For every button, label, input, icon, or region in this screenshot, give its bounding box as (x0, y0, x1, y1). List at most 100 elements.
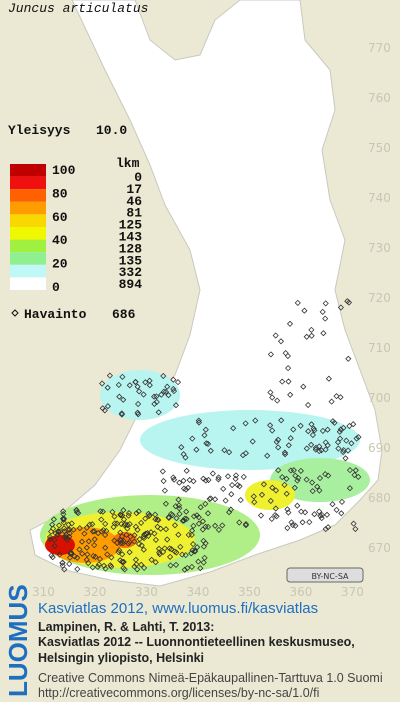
observation-dot (331, 419, 338, 426)
observation-dot (200, 559, 207, 566)
observation-dot (290, 426, 297, 433)
observation-dot (317, 512, 324, 519)
observation-dot (200, 537, 207, 544)
observation-dot (167, 553, 174, 560)
observation-dot (56, 551, 63, 558)
observation-dot (164, 536, 171, 543)
observation-dot (126, 382, 133, 389)
observation-dot (194, 544, 201, 551)
observation-dot (267, 389, 274, 396)
observation-dot (249, 438, 256, 445)
observation-dot (184, 565, 191, 572)
observation-dot (160, 388, 167, 395)
observation-dot (91, 542, 98, 549)
observation-dot (183, 508, 190, 515)
observation-dot (204, 510, 212, 517)
observation-dot (337, 304, 344, 311)
observation-dot (108, 554, 115, 561)
observation-dot (156, 549, 163, 556)
observation-dot (104, 551, 111, 558)
observation-dot (202, 426, 209, 433)
observation-dot (176, 505, 183, 512)
observation-dot (158, 391, 165, 398)
legend-scale-label: 100 (52, 163, 76, 178)
observation-dot (85, 538, 92, 545)
observation-dot (55, 528, 62, 535)
observation-dot (165, 392, 172, 399)
observation-dot (201, 432, 208, 439)
legend-count: 332 (119, 265, 143, 280)
observation-dot (60, 519, 67, 526)
observation-dot (345, 299, 353, 306)
observation-dot (202, 523, 209, 530)
observation-dot (275, 467, 282, 474)
observation-dot (180, 451, 187, 458)
observation-dot (155, 409, 162, 416)
observation-dot (170, 385, 177, 393)
observation-dot (68, 520, 75, 527)
observation-dot (258, 491, 266, 498)
observation-dot (340, 424, 347, 431)
observation-dot (323, 511, 331, 518)
observation-dot (170, 376, 177, 383)
observation-dot (219, 522, 226, 529)
observation-dot (281, 449, 288, 456)
legend-swatch (10, 176, 46, 190)
observation-dot (264, 452, 271, 459)
observation-dot (68, 549, 75, 556)
x-grid-label: 360 (290, 585, 313, 599)
observation-dot (272, 487, 280, 494)
observation-dot (148, 556, 155, 563)
observation-dot (199, 518, 206, 525)
observation-dot (346, 467, 354, 474)
observation-dot (95, 561, 102, 568)
observation-dot (119, 551, 126, 558)
citation: Helsingin yliopisto, Helsinki (38, 651, 204, 665)
observation-dot (151, 393, 158, 400)
observation-dot (350, 520, 357, 527)
observation-dot (316, 475, 324, 482)
observation-dot (346, 422, 353, 430)
observation-dot (345, 447, 352, 454)
observation-dot (121, 566, 128, 573)
observation-dot (175, 496, 182, 503)
legend-count: 81 (126, 206, 142, 221)
observation-dot (205, 523, 212, 530)
observation-dot (160, 372, 167, 380)
observation-dot (338, 510, 345, 517)
observation-dot (190, 478, 197, 485)
observation-dot (340, 447, 347, 454)
observation-dot (92, 553, 99, 560)
y-grid-label: 760 (368, 91, 391, 105)
observation-dot (179, 517, 186, 524)
observation-dot (322, 300, 329, 307)
observation-dot (102, 565, 109, 572)
observation-dot (83, 524, 90, 531)
legend-count: 135 (119, 253, 143, 268)
observation-dot (348, 440, 355, 447)
observation-dot (268, 515, 275, 522)
observation-dot (227, 506, 234, 513)
observation-dot (285, 442, 292, 449)
observation-dot (303, 333, 310, 340)
observation-dot (215, 474, 222, 481)
y-grid-label: 680 (368, 491, 391, 505)
observation-dot (273, 513, 280, 520)
observation-dot (285, 509, 292, 516)
observation-dot (144, 530, 151, 537)
observation-dot (107, 562, 114, 569)
observation-dot (151, 400, 158, 407)
observation-dot (146, 382, 153, 389)
observation-dot (308, 326, 315, 333)
y-grid-label: 710 (368, 341, 391, 355)
observation-dot (212, 522, 219, 529)
count-header: lkm (116, 156, 140, 171)
observation-dot (131, 532, 138, 539)
observation-dot (286, 320, 294, 327)
license: Creative Commons Nimeä-Epäkaupallinen-Ta… (38, 671, 383, 685)
species-title: Juncus articulatus (8, 1, 148, 16)
x-grid-label: 370 (341, 585, 364, 599)
observation-dot (160, 477, 167, 485)
observation-dot (310, 425, 317, 432)
